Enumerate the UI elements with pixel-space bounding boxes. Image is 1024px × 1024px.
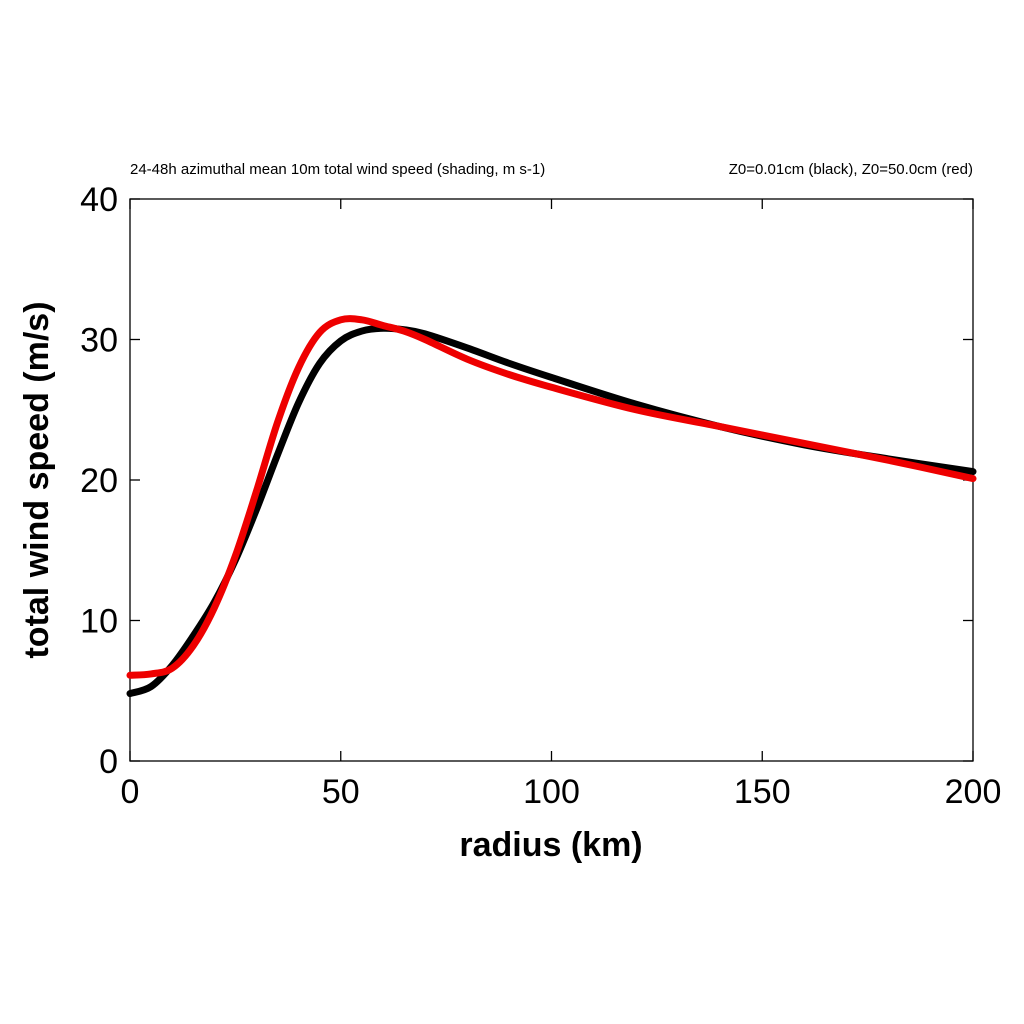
y-tick-label: 0 bbox=[99, 743, 118, 781]
x-tick-label: 100 bbox=[523, 773, 580, 811]
x-tick-label: 50 bbox=[322, 773, 360, 811]
x-tick-label: 0 bbox=[121, 773, 140, 811]
x-tick-label: 200 bbox=[945, 773, 1002, 811]
y-axis-label: total wind speed (m/s) bbox=[18, 301, 56, 658]
x-axis-label: radius (km) bbox=[459, 826, 642, 864]
x-tick-label: 150 bbox=[734, 773, 791, 811]
series-line-red bbox=[126, 315, 977, 679]
x-tick-labels: 0 50 100 150 200 bbox=[121, 773, 1002, 811]
plot-area bbox=[126, 198, 977, 762]
y-tick-label: 20 bbox=[80, 462, 118, 500]
y-tick-label: 40 bbox=[80, 181, 118, 219]
y-tick-labels: 0 10 20 30 40 bbox=[80, 181, 118, 781]
chart-title-left: 24-48h azimuthal mean 10m total wind spe… bbox=[130, 161, 545, 178]
y-tick-label: 10 bbox=[80, 603, 118, 641]
series-line-black bbox=[126, 324, 977, 698]
y-tick-label: 30 bbox=[80, 322, 118, 360]
chart-title-right: Z0=0.01cm (black), Z0=50.0cm (red) bbox=[729, 161, 973, 178]
series-layer bbox=[126, 315, 977, 698]
